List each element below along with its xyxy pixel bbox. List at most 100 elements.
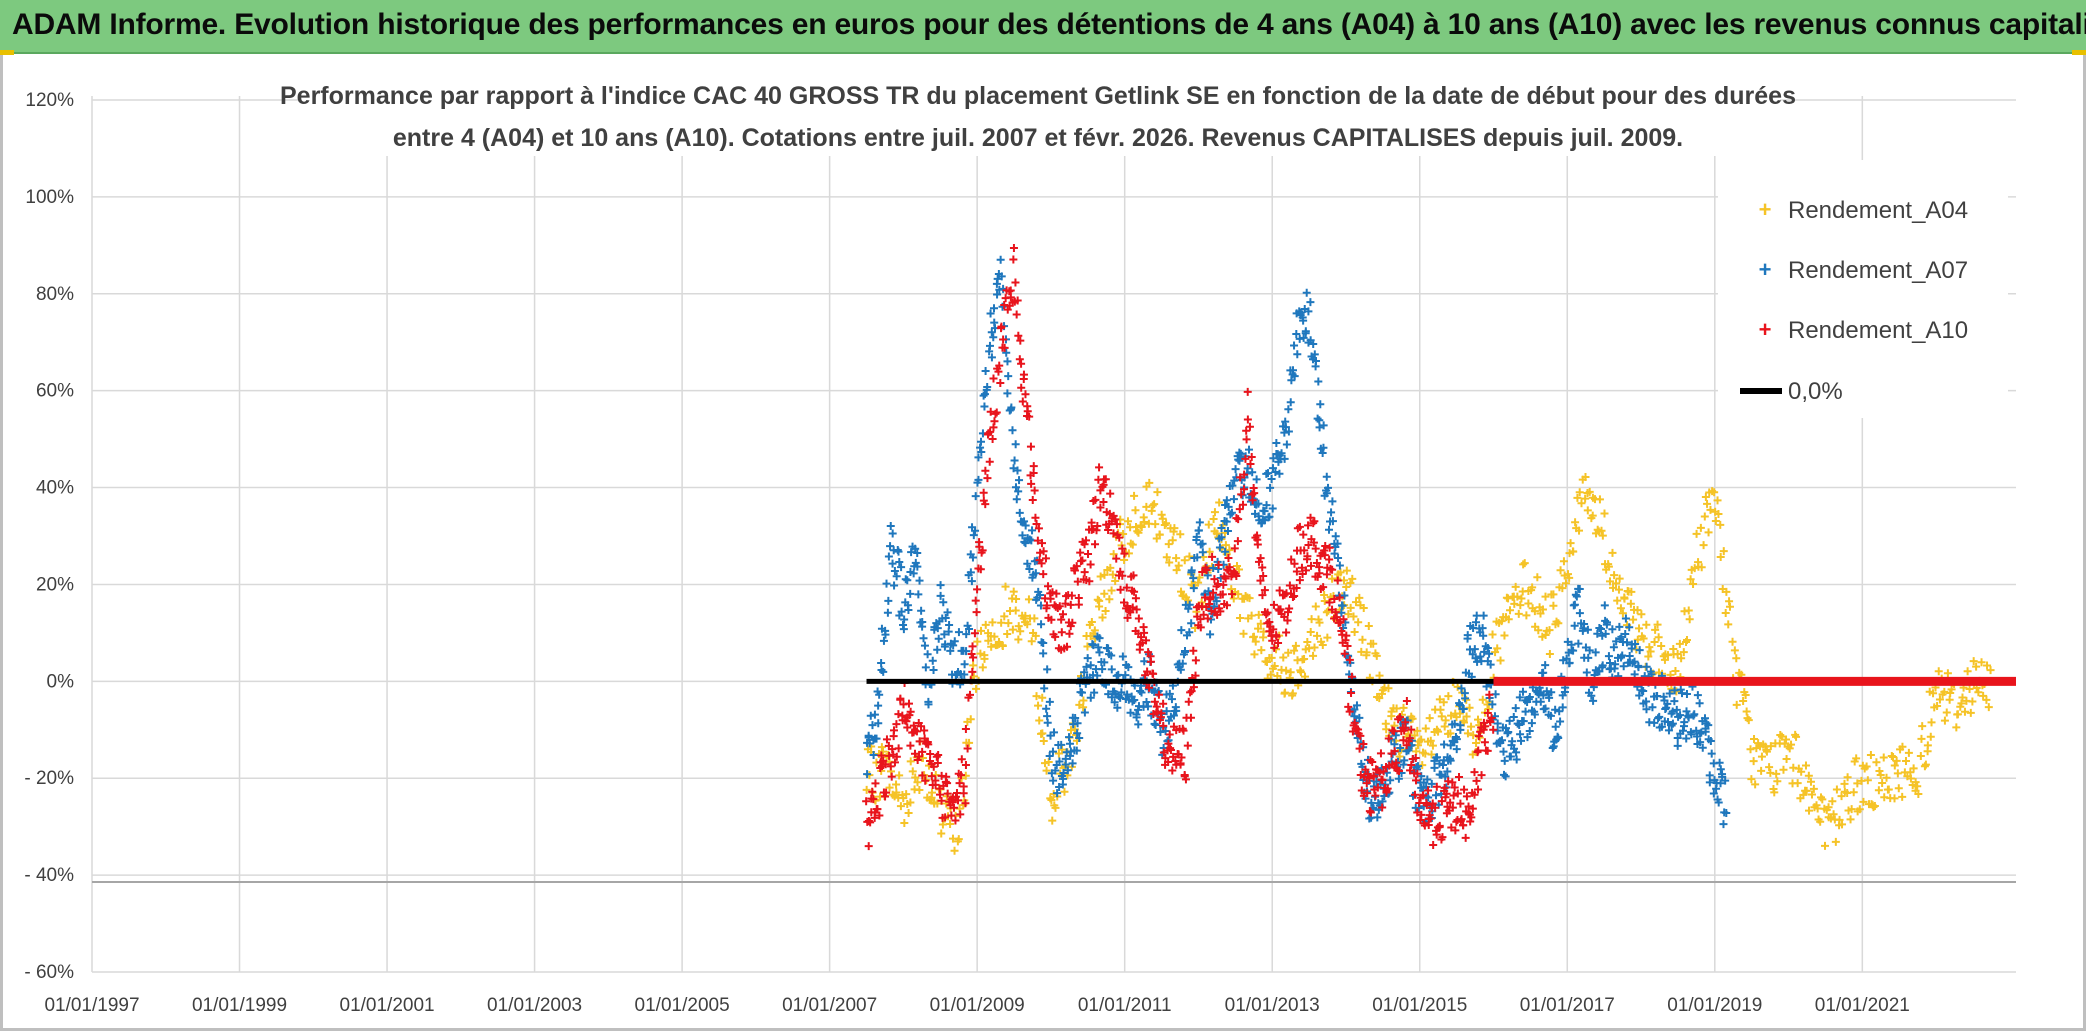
data-point-a04 <box>1496 656 1505 665</box>
data-point-a07 <box>1311 362 1320 371</box>
data-point-a04 <box>1488 630 1497 639</box>
data-point-a04 <box>1413 726 1422 735</box>
data-point-a10 <box>1095 463 1104 472</box>
data-point-a07 <box>1478 624 1487 633</box>
data-point-a04 <box>1267 653 1276 662</box>
data-point-a07 <box>1282 440 1291 449</box>
data-point-a04 <box>1404 729 1413 738</box>
data-point-a07 <box>1714 798 1723 807</box>
data-point-a04 <box>1164 540 1173 549</box>
data-point-a10 <box>1440 783 1449 792</box>
data-point-a04 <box>1787 740 1796 749</box>
data-point-a07 <box>1630 657 1639 666</box>
data-point-a04 <box>1346 578 1355 587</box>
data-point-a04 <box>1497 617 1506 626</box>
data-point-a04 <box>1799 790 1808 799</box>
data-point-a04 <box>1963 667 1972 676</box>
data-point-a07 <box>1021 539 1030 548</box>
data-point-a10 <box>1072 562 1081 571</box>
data-point-a10 <box>1118 544 1127 553</box>
data-point-a07 <box>899 625 908 634</box>
data-point-a10 <box>915 737 924 746</box>
data-point-a04 <box>1716 552 1725 561</box>
data-point-a07 <box>1286 398 1295 407</box>
banner-accent-left <box>0 50 14 55</box>
data-point-a04 <box>1096 572 1105 581</box>
data-point-a04 <box>1513 592 1522 601</box>
data-point-a04 <box>1894 784 1903 793</box>
data-point-a10 <box>1006 286 1015 295</box>
data-point-a04 <box>1616 604 1625 613</box>
data-point-a10 <box>981 466 990 475</box>
data-point-a04 <box>1514 609 1523 618</box>
data-point-a10 <box>989 374 998 383</box>
data-point-a04 <box>1291 641 1300 650</box>
data-point-a07 <box>1396 743 1405 752</box>
data-point-a10 <box>918 747 927 756</box>
data-point-a07 <box>1585 646 1594 655</box>
data-point-a10 <box>1330 595 1339 604</box>
data-point-a10 <box>1132 605 1141 614</box>
data-point-a10 <box>1235 505 1244 514</box>
data-point-a04 <box>1742 707 1751 716</box>
data-point-a07 <box>1117 688 1126 697</box>
data-point-a07 <box>1673 734 1682 743</box>
data-point-a04 <box>1463 729 1472 738</box>
data-point-a07 <box>1716 779 1725 788</box>
data-point-a10 <box>1112 554 1121 563</box>
data-point-a10 <box>1442 789 1451 798</box>
data-point-a04 <box>1677 654 1686 663</box>
data-point-a04 <box>973 637 982 646</box>
data-point-a04 <box>1455 709 1464 718</box>
data-point-a07 <box>1304 307 1313 316</box>
data-point-a04 <box>1229 594 1238 603</box>
data-point-a04 <box>1853 779 1862 788</box>
data-point-a04 <box>1309 651 1318 660</box>
data-point-a04 <box>1520 559 1529 568</box>
data-point-a10 <box>1319 583 1328 592</box>
data-point-a04 <box>1472 738 1481 747</box>
data-point-a10 <box>1009 243 1018 252</box>
data-point-a07 <box>1521 707 1530 716</box>
data-point-a07 <box>1698 743 1707 752</box>
data-point-a07 <box>914 590 923 599</box>
data-point-a07 <box>915 576 924 585</box>
data-point-a10 <box>1066 600 1075 609</box>
data-point-a07 <box>1284 427 1293 436</box>
data-point-a04 <box>1866 751 1875 760</box>
data-point-a07 <box>1558 703 1567 712</box>
data-point-a07 <box>974 453 983 462</box>
data-point-a07 <box>1093 671 1102 680</box>
data-point-a04 <box>1048 816 1057 825</box>
data-point-a04 <box>908 767 917 776</box>
data-point-a04 <box>1585 487 1594 496</box>
data-point-a07 <box>971 492 980 501</box>
data-point-a10 <box>1232 572 1241 581</box>
data-point-a10 <box>1169 752 1178 761</box>
data-point-a10 <box>1359 740 1368 749</box>
data-point-a10 <box>949 803 958 812</box>
data-point-a10 <box>997 322 1006 331</box>
data-point-a07 <box>1545 693 1554 702</box>
data-point-a07 <box>1615 622 1624 631</box>
data-point-a10 <box>1164 739 1173 748</box>
data-point-a07 <box>1100 658 1109 667</box>
data-point-a10 <box>1259 571 1268 580</box>
data-point-a04 <box>1342 582 1351 591</box>
data-point-a04 <box>1280 688 1289 697</box>
data-point-a07 <box>1707 749 1716 758</box>
data-point-a10 <box>937 796 946 805</box>
data-point-a07 <box>1512 755 1521 764</box>
data-point-a07 <box>1130 695 1139 704</box>
data-point-a07 <box>1142 697 1151 706</box>
data-point-a07 <box>1057 740 1066 749</box>
data-point-a10 <box>1258 591 1267 600</box>
data-point-a10 <box>1464 802 1473 811</box>
data-point-a07 <box>1150 719 1159 728</box>
data-point-a07 <box>1011 483 1020 492</box>
data-point-a07 <box>1031 569 1040 578</box>
data-point-a07 <box>1203 571 1212 580</box>
data-point-a10 <box>1283 616 1292 625</box>
data-point-a07 <box>1045 697 1054 706</box>
data-point-a04 <box>1923 741 1932 750</box>
